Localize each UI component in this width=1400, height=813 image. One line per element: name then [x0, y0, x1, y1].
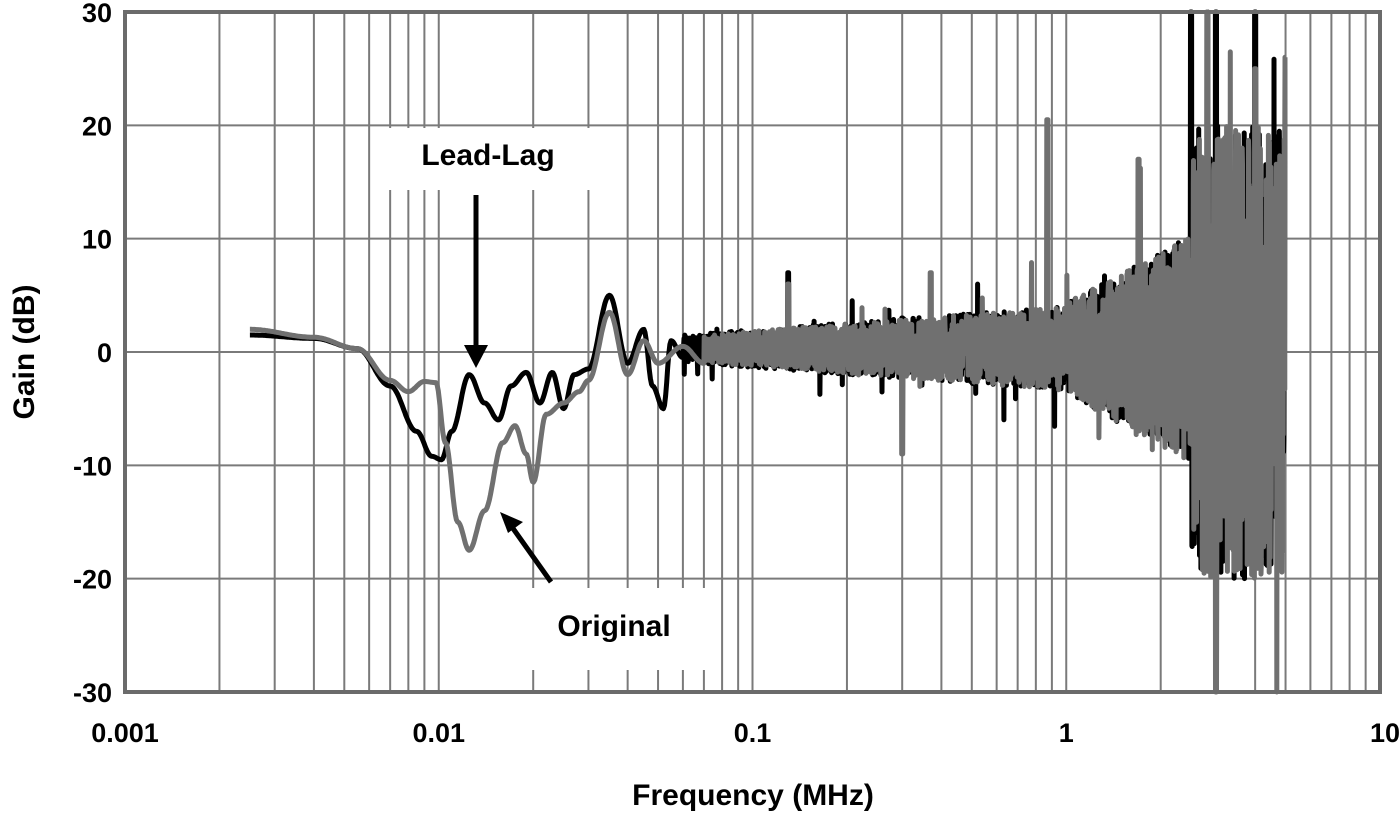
- lead-lag-label-bg: [380, 128, 600, 190]
- x-tick-label: 10: [1370, 718, 1400, 748]
- lead-lag-arrow-icon: [464, 195, 488, 368]
- y-tick-label: 0: [97, 338, 112, 368]
- series-original: [248, 9, 1288, 695]
- y-tick-label: -30: [73, 678, 112, 708]
- x-tick-label: 0.001: [91, 718, 159, 748]
- y-axis-ticks: 30 20 10 0 -10 -20 -30: [73, 0, 112, 708]
- y-tick-label: 20: [82, 111, 112, 141]
- x-tick-label: 1: [1059, 718, 1074, 748]
- original-label-bg: [528, 588, 714, 670]
- plot-frame: [123, 10, 1382, 694]
- lead-lag-label: Lead-Lag: [421, 139, 554, 172]
- x-tick-label: 0.1: [734, 718, 772, 748]
- original-arrow-icon: [500, 512, 554, 584]
- y-tick-label: 30: [82, 0, 112, 28]
- y-tick-label: 10: [82, 225, 112, 255]
- x-axis-ticks: 0.001 0.01 0.1 1 10: [91, 718, 1400, 748]
- y-tick-label: -20: [73, 565, 112, 595]
- y-axis-title: Gain (dB): [8, 285, 41, 420]
- grid-lines: [124, 11, 1380, 693]
- y-tick-label: -10: [73, 451, 112, 481]
- x-tick-label: 0.01: [412, 718, 465, 748]
- original-label: Original: [557, 610, 670, 643]
- x-axis-title: Frequency (MHz): [632, 779, 874, 812]
- data-series: [248, 9, 1288, 695]
